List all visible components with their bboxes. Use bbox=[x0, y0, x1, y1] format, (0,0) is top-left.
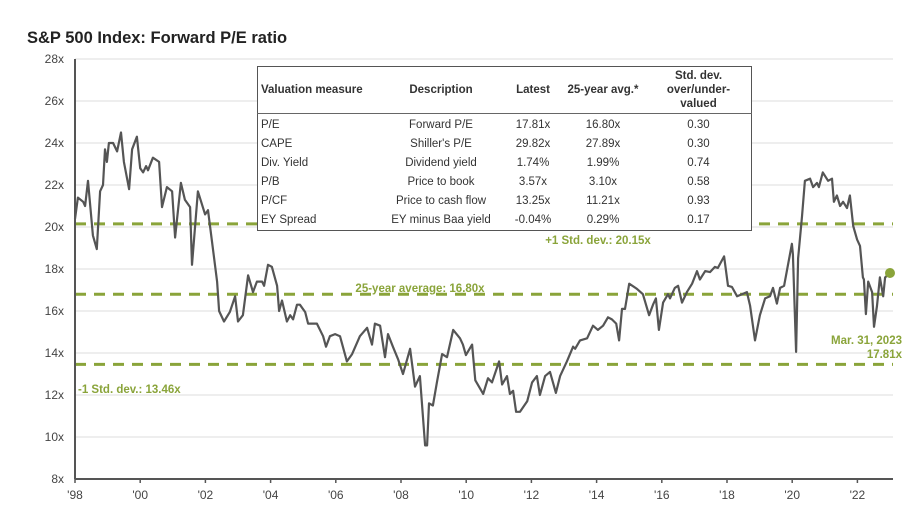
table-row: EY Spread EY minus Baa yield -0.04% 0.29% 0.… bbox=[258, 211, 752, 231]
cell-measure: P/E bbox=[261, 119, 280, 131]
y-tick-label: 10x bbox=[45, 430, 64, 444]
y-tick-label: 14x bbox=[45, 346, 64, 360]
table-row: P/E Forward P/E 17.81x 16.80x 0.30 bbox=[258, 114, 752, 136]
cell-description: Price to cash flow bbox=[395, 195, 487, 207]
cell-latest: 3.57x bbox=[518, 176, 548, 188]
y-tick-label: 28x bbox=[45, 52, 64, 66]
cell-measure: EY Spread bbox=[261, 214, 317, 226]
table-header-row: Valuation measure Description Latest 25-… bbox=[257, 66, 752, 114]
y-tick-label: 12x bbox=[45, 388, 64, 402]
latest-value-label: 17.81x bbox=[867, 349, 903, 361]
cell-std-dev: 0.58 bbox=[687, 176, 710, 188]
cell-measure: P/CF bbox=[261, 195, 288, 207]
minus-one-std-dev-label: -1 Std. dev.: 13.46x bbox=[78, 384, 181, 396]
x-tick-label: '14 bbox=[589, 488, 605, 502]
cell-description: Dividend yield bbox=[405, 157, 477, 169]
y-tick-label: 18x bbox=[45, 262, 64, 276]
cell-latest: 1.74% bbox=[516, 157, 550, 169]
x-tick-label: '00 bbox=[132, 488, 148, 502]
cell-description: Forward P/E bbox=[409, 119, 473, 131]
chart-title: S&P 500 Index: Forward P/E ratio bbox=[27, 29, 288, 47]
cell-avg: 16.80x bbox=[585, 119, 621, 131]
cell-avg: 1.99% bbox=[586, 157, 620, 169]
forward-pe-line bbox=[73, 131, 891, 447]
y-tick-label: 16x bbox=[45, 304, 64, 318]
y-tick-label: 20x bbox=[45, 220, 64, 234]
x-tick-label: '98 bbox=[67, 488, 83, 502]
cell-measure: P/B bbox=[261, 176, 280, 188]
header-std-dev-line2: over/under-valued bbox=[666, 84, 731, 110]
y-tick-label: 8x bbox=[51, 472, 64, 486]
cell-avg: 3.10x bbox=[588, 176, 618, 188]
cell-latest: -0.04% bbox=[514, 214, 552, 226]
x-tick-label: '06 bbox=[328, 488, 344, 502]
header-avg: 25-year avg.* bbox=[560, 66, 646, 114]
table-row: P/B Price to book 3.57x 3.10x 0.58 bbox=[258, 173, 752, 192]
latest-point-marker bbox=[885, 267, 895, 278]
x-tick-label: '12 bbox=[524, 488, 540, 502]
x-tick-label: '18 bbox=[719, 488, 735, 502]
y-tick-label: 22x bbox=[45, 178, 64, 192]
cell-latest: 17.81x bbox=[515, 119, 551, 131]
cell-avg: 11.21x bbox=[586, 195, 620, 207]
cell-std-dev: 0.30 bbox=[687, 119, 710, 131]
cell-description: Price to book bbox=[407, 176, 475, 188]
plus-one-std-dev-label: +1 Std. dev.: 20.15x bbox=[545, 235, 651, 247]
cell-measure: CAPE bbox=[261, 138, 293, 150]
cell-avg: 0.29% bbox=[586, 214, 620, 226]
x-tick-label: '04 bbox=[263, 488, 279, 502]
header-latest: Latest bbox=[506, 66, 560, 114]
valuation-table: Valuation measure Description Latest 25-… bbox=[257, 66, 752, 231]
cell-std-dev: 0.74 bbox=[687, 157, 710, 169]
header-description: Description bbox=[376, 66, 506, 114]
table-row: Div. Yield Dividend yield 1.74% 1.99% 0.74 bbox=[258, 154, 752, 173]
cell-latest: 13.25x bbox=[515, 195, 551, 207]
x-tick-label: '20 bbox=[784, 488, 800, 502]
x-tick-label: '08 bbox=[393, 488, 409, 502]
cell-std-dev: 0.17 bbox=[687, 214, 710, 226]
header-std-dev: Std. dev. over/under-valued bbox=[646, 66, 752, 114]
table-row: P/CF Price to cash flow 13.25x 11.21x 0.93 bbox=[258, 192, 752, 211]
cell-measure: Div. Yield bbox=[261, 157, 309, 169]
y-tick-label: 24x bbox=[45, 136, 64, 150]
header-std-dev-line1: Std. dev. bbox=[674, 70, 723, 82]
cell-description: Shiller's P/E bbox=[410, 138, 472, 150]
x-tick-label: '22 bbox=[850, 488, 866, 502]
header-measure: Valuation measure bbox=[257, 66, 376, 114]
cell-std-dev: 0.30 bbox=[687, 138, 710, 150]
x-tick-label: '16 bbox=[654, 488, 670, 502]
latest-date-label: Mar. 31, 2023 bbox=[831, 335, 902, 347]
x-tick-label: '10 bbox=[458, 488, 474, 502]
y-tick-label: 26x bbox=[45, 94, 64, 108]
cell-std-dev: 0.93 bbox=[687, 195, 710, 207]
cell-avg: 27.89x bbox=[585, 138, 621, 150]
table-row: CAPE Shiller's P/E 29.82x 27.89x 0.30 bbox=[258, 135, 752, 154]
average-label: 25-year average: 16.80x bbox=[355, 283, 485, 295]
x-tick-label: '02 bbox=[198, 488, 214, 502]
cell-description: EY minus Baa yield bbox=[391, 214, 491, 226]
cell-latest: 29.82x bbox=[515, 138, 551, 150]
